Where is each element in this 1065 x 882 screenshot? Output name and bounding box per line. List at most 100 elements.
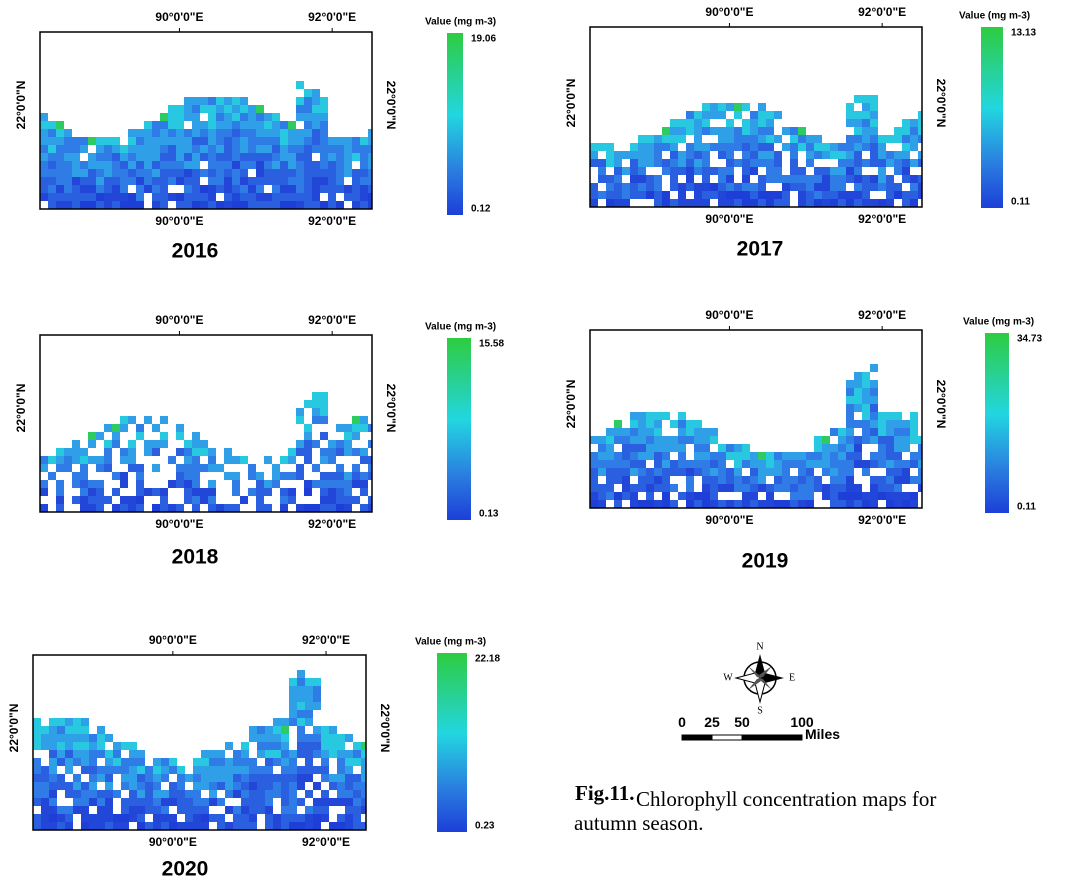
map-cell xyxy=(360,161,368,169)
map-cell xyxy=(734,191,742,199)
map-cell xyxy=(638,175,646,183)
lon-label-top: 90°0'0"E xyxy=(705,5,753,19)
map-cell xyxy=(104,153,112,161)
map-cell xyxy=(918,444,922,452)
map-cell xyxy=(702,167,710,175)
map-cell xyxy=(249,774,257,782)
map-cell xyxy=(153,822,161,830)
legend-min: 0.13 xyxy=(479,509,499,520)
year-label: 2019 xyxy=(742,550,789,573)
map-cell xyxy=(192,105,200,113)
map-cell xyxy=(320,97,328,105)
map-cell xyxy=(368,504,372,512)
map-cell xyxy=(296,81,304,89)
map-cell xyxy=(710,476,718,484)
map-cell xyxy=(80,201,88,209)
map-cell xyxy=(176,105,184,113)
map-cell xyxy=(894,191,902,199)
map-cell xyxy=(184,129,192,137)
map-cell xyxy=(313,686,321,694)
map-cell xyxy=(814,436,822,444)
map-cell xyxy=(184,113,192,121)
map-cell xyxy=(830,492,838,500)
map-cell xyxy=(894,167,902,175)
map-cell xyxy=(726,175,734,183)
map-cell xyxy=(64,153,72,161)
map-cell xyxy=(352,424,360,432)
map-cell xyxy=(774,500,782,508)
map-cell xyxy=(289,718,297,726)
map-cell xyxy=(49,750,57,758)
map-cell xyxy=(361,758,366,766)
map-cell xyxy=(654,175,662,183)
map-cell xyxy=(758,476,766,484)
map-cell xyxy=(81,806,89,814)
map-cell xyxy=(240,169,248,177)
map-cell xyxy=(264,137,272,145)
map-cell xyxy=(169,790,177,798)
map-cell xyxy=(224,456,232,464)
map-cell xyxy=(622,468,630,476)
map-cell xyxy=(814,484,822,492)
map-cell xyxy=(862,388,870,396)
map-cell xyxy=(289,750,297,758)
map-cell xyxy=(264,169,272,177)
map-cell xyxy=(360,193,368,201)
map-cell xyxy=(862,127,870,135)
lat-label-left: 22°0'0"N xyxy=(564,380,578,429)
map-cell xyxy=(320,129,328,137)
map-cell xyxy=(296,105,304,113)
map-cell xyxy=(806,159,814,167)
map-cell xyxy=(614,175,622,183)
map-cell xyxy=(345,782,353,790)
map-cell xyxy=(160,504,168,512)
map-cell xyxy=(854,492,862,500)
map-cell xyxy=(240,153,248,161)
map-cell xyxy=(329,726,337,734)
map-cell xyxy=(345,734,353,742)
map-cell xyxy=(192,177,200,185)
map-cell xyxy=(273,734,281,742)
map-cell xyxy=(184,448,192,456)
map-cell xyxy=(265,726,273,734)
map-cell xyxy=(345,822,353,830)
map-cell xyxy=(750,492,758,500)
map-cell xyxy=(232,129,240,137)
map-cell xyxy=(121,774,129,782)
map-cell xyxy=(662,199,670,207)
map-cell xyxy=(297,726,305,734)
map-cell xyxy=(694,468,702,476)
map-cell xyxy=(33,782,41,790)
map-cell xyxy=(353,806,361,814)
map-cell xyxy=(264,480,272,488)
map-cell xyxy=(726,484,734,492)
map-cell xyxy=(280,153,288,161)
map-cell xyxy=(918,119,922,127)
map-cell xyxy=(184,193,192,201)
map-cell xyxy=(208,105,216,113)
map-cell xyxy=(80,145,88,153)
map-cell xyxy=(638,452,646,460)
lat-label-left: 22°0'0"N xyxy=(14,81,28,130)
map-cell xyxy=(822,183,830,191)
map-cell xyxy=(304,105,312,113)
map-cell xyxy=(192,488,200,496)
map-cell xyxy=(96,504,104,512)
map-cell xyxy=(64,464,72,472)
map-cell xyxy=(838,143,846,151)
map-cell xyxy=(201,806,209,814)
map-cell xyxy=(88,496,96,504)
map-cell xyxy=(248,161,256,169)
map-cell xyxy=(177,806,185,814)
map-cell xyxy=(176,177,184,185)
map-cell xyxy=(886,175,894,183)
map-cell xyxy=(216,97,224,105)
map-cell xyxy=(56,169,64,177)
map-cell xyxy=(72,448,80,456)
map-cell xyxy=(48,121,56,129)
map-cell xyxy=(878,412,886,420)
map-cell xyxy=(216,161,224,169)
map-cell xyxy=(136,169,144,177)
map-cell xyxy=(344,440,352,448)
map-cell xyxy=(144,488,152,496)
